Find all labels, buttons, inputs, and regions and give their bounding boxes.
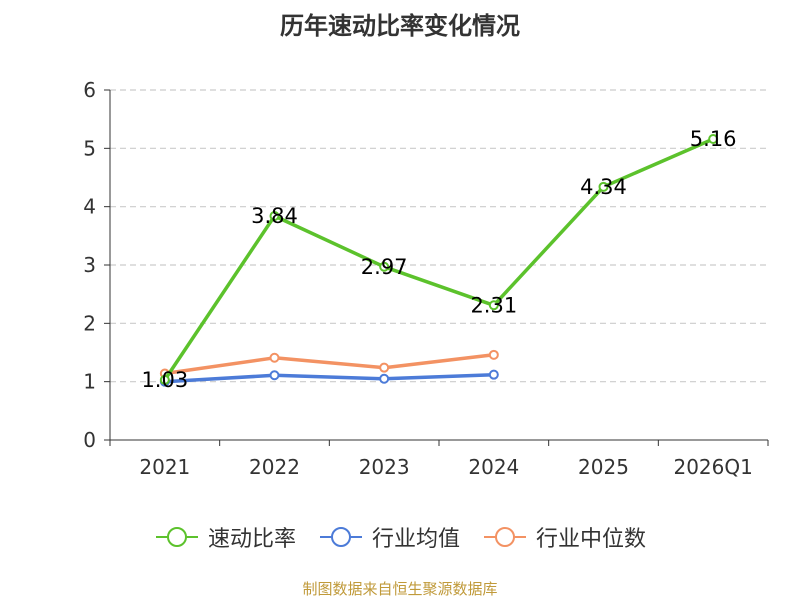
data-point <box>488 300 499 311</box>
data-point <box>269 211 280 221</box>
data-point <box>488 369 499 380</box>
data-point <box>488 349 499 360</box>
data-point <box>269 370 280 381</box>
data-label: 3.84 <box>251 204 298 228</box>
y-tick-label: 2 <box>83 311 96 335</box>
line-chart: 0 1 2 3 4 5 6 2021 2022 2023 2024 2025 2026Q1 1.03 3.… <box>83 78 769 479</box>
legend: 速动比率 行业均值 行业中位数 <box>0 520 800 554</box>
legend-marker-orange <box>484 527 526 547</box>
x-tick-label: 2025 <box>578 455 629 479</box>
y-tick-label: 1 <box>83 370 96 394</box>
series-line <box>163 137 715 382</box>
data-point <box>379 362 390 373</box>
data-point <box>379 261 390 272</box>
x-tick-label: 2021 <box>139 455 190 479</box>
y-tick-label: 4 <box>83 195 96 219</box>
data-label: 1.03 <box>141 368 188 392</box>
data-point <box>379 373 390 384</box>
gridlines <box>110 89 768 383</box>
data-point <box>708 134 719 144</box>
x-tick-label: 2022 <box>249 455 300 479</box>
data-source-note: 制图数据来自恒生聚源数据库 <box>302 580 498 598</box>
legend-label: 行业均值 <box>371 527 460 552</box>
data-label: 2.31 <box>470 293 517 317</box>
legend-label: 速动比率 <box>207 527 296 552</box>
series <box>159 134 719 387</box>
data-point <box>269 352 280 363</box>
chart-title: 历年速动比率变化情况 <box>280 12 520 40</box>
legend-marker-blue <box>319 527 362 547</box>
series-line <box>163 372 496 384</box>
legend-marker-green <box>155 527 198 547</box>
x-tick-label: 2026Q1 <box>673 455 752 479</box>
series-line <box>163 353 496 376</box>
legend-item-industry-mean[interactable]: 行业均值 <box>318 521 460 553</box>
data-labels: 1.03 3.84 2.97 2.31 4.34 5.16 <box>141 127 736 392</box>
data-label: 2.97 <box>361 255 408 279</box>
data-point <box>159 374 170 385</box>
y-tick-label: 3 <box>83 253 96 277</box>
axes: 0 1 2 3 4 5 6 2021 2022 2023 2024 2025 2026Q1 <box>83 78 769 479</box>
legend-label: 行业中位数 <box>536 527 647 552</box>
data-label: 5.16 <box>690 127 737 151</box>
legend-item-industry-median[interactable]: 行业中位数 <box>482 521 646 553</box>
data-point <box>598 181 609 192</box>
y-tick-label: 6 <box>83 78 96 102</box>
y-tick-label: 0 <box>83 428 96 452</box>
x-tick-label: 2023 <box>359 455 410 479</box>
y-tick-label: 5 <box>83 136 96 160</box>
x-tick-label: 2024 <box>468 455 519 479</box>
legend-item-quick-ratio[interactable]: 速动比率 <box>154 521 296 553</box>
data-label: 4.34 <box>580 175 627 199</box>
